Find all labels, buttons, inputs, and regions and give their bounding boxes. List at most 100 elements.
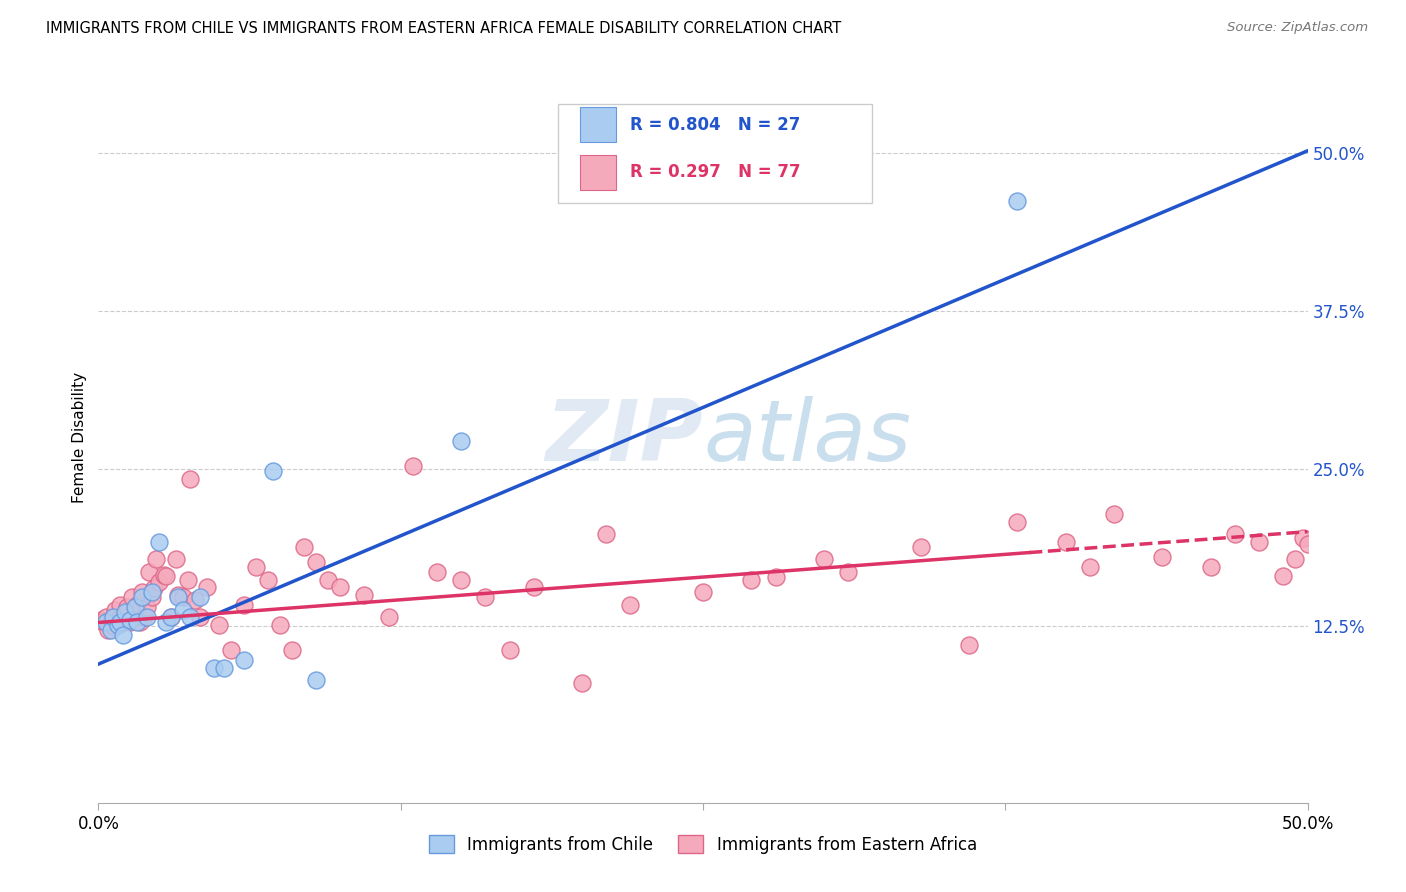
Text: ZIP: ZIP <box>546 395 703 479</box>
Point <box>107 618 129 632</box>
Point <box>134 610 156 624</box>
Point <box>1199 560 1222 574</box>
Point <box>910 540 932 554</box>
Point <box>212 661 235 675</box>
Point <box>450 434 472 448</box>
Point <box>131 585 153 599</box>
Point <box>353 588 375 602</box>
Point <box>305 555 328 569</box>
Point <box>108 598 131 612</box>
Legend: Immigrants from Chile, Immigrants from Eastern Africa: Immigrants from Chile, Immigrants from E… <box>422 829 984 860</box>
Point <box>1078 560 1101 574</box>
Point <box>188 591 211 605</box>
Point <box>204 661 226 675</box>
Point <box>232 598 254 612</box>
Point <box>135 610 157 624</box>
Point <box>305 673 328 688</box>
Point <box>1007 515 1029 529</box>
Point <box>172 591 194 605</box>
Point <box>118 613 141 627</box>
Point <box>148 575 170 590</box>
Text: IMMIGRANTS FROM CHILE VS IMMIGRANTS FROM EASTERN AFRICA FEMALE DISABILITY CORREL: IMMIGRANTS FROM CHILE VS IMMIGRANTS FROM… <box>46 21 842 36</box>
Point <box>184 592 207 607</box>
Point <box>957 638 980 652</box>
Point <box>167 591 190 605</box>
Point <box>740 573 762 587</box>
Text: atlas: atlas <box>703 395 911 479</box>
Point <box>179 472 201 486</box>
FancyBboxPatch shape <box>579 154 616 190</box>
Point <box>1284 552 1306 566</box>
Point <box>117 600 139 615</box>
Point <box>1272 569 1295 583</box>
Point <box>1152 549 1174 564</box>
Point <box>1292 531 1315 545</box>
Point <box>152 567 174 582</box>
Point <box>141 585 163 599</box>
Point <box>837 565 859 579</box>
Point <box>188 610 211 624</box>
Point <box>167 588 190 602</box>
Point <box>172 603 194 617</box>
Point <box>118 615 141 630</box>
Point <box>195 580 218 594</box>
FancyBboxPatch shape <box>558 104 872 203</box>
Point <box>316 573 339 587</box>
Point <box>97 623 120 637</box>
Point <box>145 552 167 566</box>
Point <box>165 552 187 566</box>
Point <box>101 610 124 624</box>
Point <box>135 600 157 615</box>
Point <box>138 565 160 579</box>
Point <box>177 573 200 587</box>
Point <box>124 600 146 615</box>
Point <box>124 606 146 620</box>
Point <box>148 534 170 549</box>
Point <box>90 613 112 627</box>
Point <box>692 585 714 599</box>
Point <box>100 613 122 627</box>
Point <box>571 676 593 690</box>
Point <box>523 580 546 594</box>
Point <box>262 464 284 478</box>
Point <box>329 580 352 594</box>
Point <box>619 598 641 612</box>
Point <box>1296 537 1319 551</box>
Point <box>111 615 134 630</box>
Point <box>160 610 183 624</box>
Point <box>402 459 425 474</box>
Point <box>595 527 617 541</box>
Point <box>91 615 114 630</box>
Point <box>245 560 267 574</box>
Point <box>127 598 149 612</box>
Point <box>377 610 399 624</box>
Point <box>107 613 129 627</box>
Point <box>141 591 163 605</box>
Point <box>426 565 449 579</box>
Point <box>498 643 520 657</box>
Point <box>281 643 304 657</box>
Point <box>128 615 150 630</box>
Point <box>269 618 291 632</box>
Point <box>232 653 254 667</box>
Point <box>1249 534 1271 549</box>
Point <box>765 570 787 584</box>
Point <box>292 540 315 554</box>
Point <box>160 610 183 624</box>
Point <box>474 591 496 605</box>
Text: Source: ZipAtlas.com: Source: ZipAtlas.com <box>1227 21 1368 34</box>
Text: R = 0.297   N = 77: R = 0.297 N = 77 <box>630 163 801 181</box>
Point <box>450 573 472 587</box>
Point <box>131 591 153 605</box>
Point <box>1054 534 1077 549</box>
FancyBboxPatch shape <box>579 107 616 143</box>
Point <box>101 619 124 633</box>
Point <box>208 618 231 632</box>
Point <box>813 552 835 566</box>
Point <box>1102 507 1125 521</box>
Point <box>114 606 136 620</box>
Point <box>108 615 131 630</box>
Point <box>155 615 177 630</box>
Point <box>111 628 134 642</box>
Text: R = 0.804   N = 27: R = 0.804 N = 27 <box>630 116 801 134</box>
